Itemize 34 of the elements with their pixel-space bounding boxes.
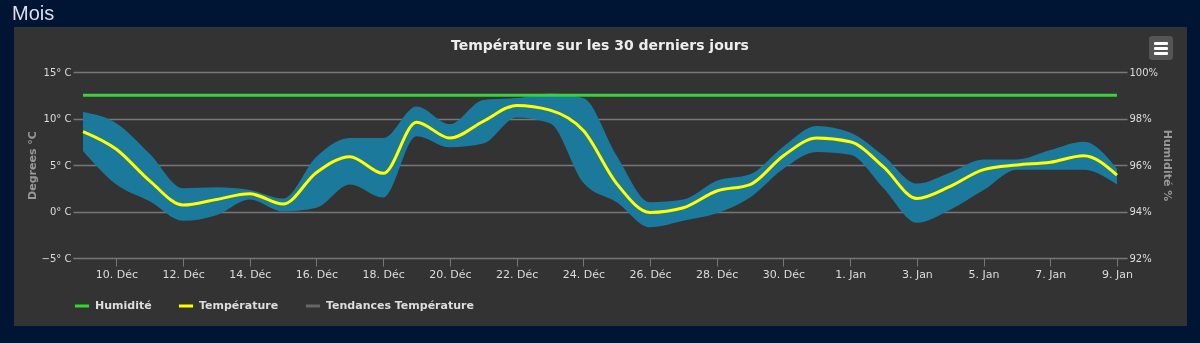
x-tick-label: 30. Déc — [762, 267, 806, 281]
line-series — [81, 103, 1119, 214]
x-tick-label: 12. Déc — [162, 267, 205, 281]
y-axis-title: Degrees °C — [25, 131, 39, 200]
text: Mois — [12, 2, 55, 25]
x-tick-label: 18. Déc — [362, 267, 405, 281]
y2-tick-label: 94% — [1129, 206, 1152, 217]
chart-title: Température sur les 30 derniers jours — [451, 37, 749, 53]
x-tick-label: 16. Déc — [295, 267, 339, 281]
legend-label: Tendances Température — [326, 299, 474, 312]
y2-tick-label: 98% — [1129, 113, 1152, 124]
legend-label: Température — [199, 299, 279, 312]
x-tick-label: 9. Jan — [1102, 267, 1133, 281]
x-tick-label: 10. Déc — [95, 267, 138, 281]
y2-axis-title: Humidité % — [1161, 129, 1175, 202]
x-tick-label: 5. Jan — [968, 267, 1000, 281]
x-tick-label: 7. Jan — [1035, 267, 1067, 281]
x-tick-label: 20. Déc — [429, 267, 472, 281]
x-tick-label: 1. Jan — [835, 267, 867, 281]
y-tick-label: −5° C — [41, 252, 72, 264]
x-tick-label: 14. Déc — [229, 267, 272, 281]
x-tick-label: 28. Déc — [696, 267, 739, 281]
legend-label: Humidité — [95, 299, 152, 312]
y-tick-label: 5° C — [49, 159, 72, 171]
y2-tick-label: 96% — [1129, 159, 1152, 171]
x-tick-label: 24. Déc — [562, 267, 605, 281]
y-tick-label: 15° C — [43, 66, 72, 78]
y-tick-label: 0° C — [49, 206, 72, 217]
y2-tick-label: 100% — [1129, 66, 1159, 78]
x-tick-label: 26. Déc — [629, 267, 672, 281]
y-tick-label: 10° C — [43, 113, 72, 124]
x-tick-label: 22. Déc — [495, 267, 539, 281]
x-tick-label: 3. Jan — [901, 267, 933, 281]
y2-tick-label: 92% — [1129, 252, 1152, 264]
